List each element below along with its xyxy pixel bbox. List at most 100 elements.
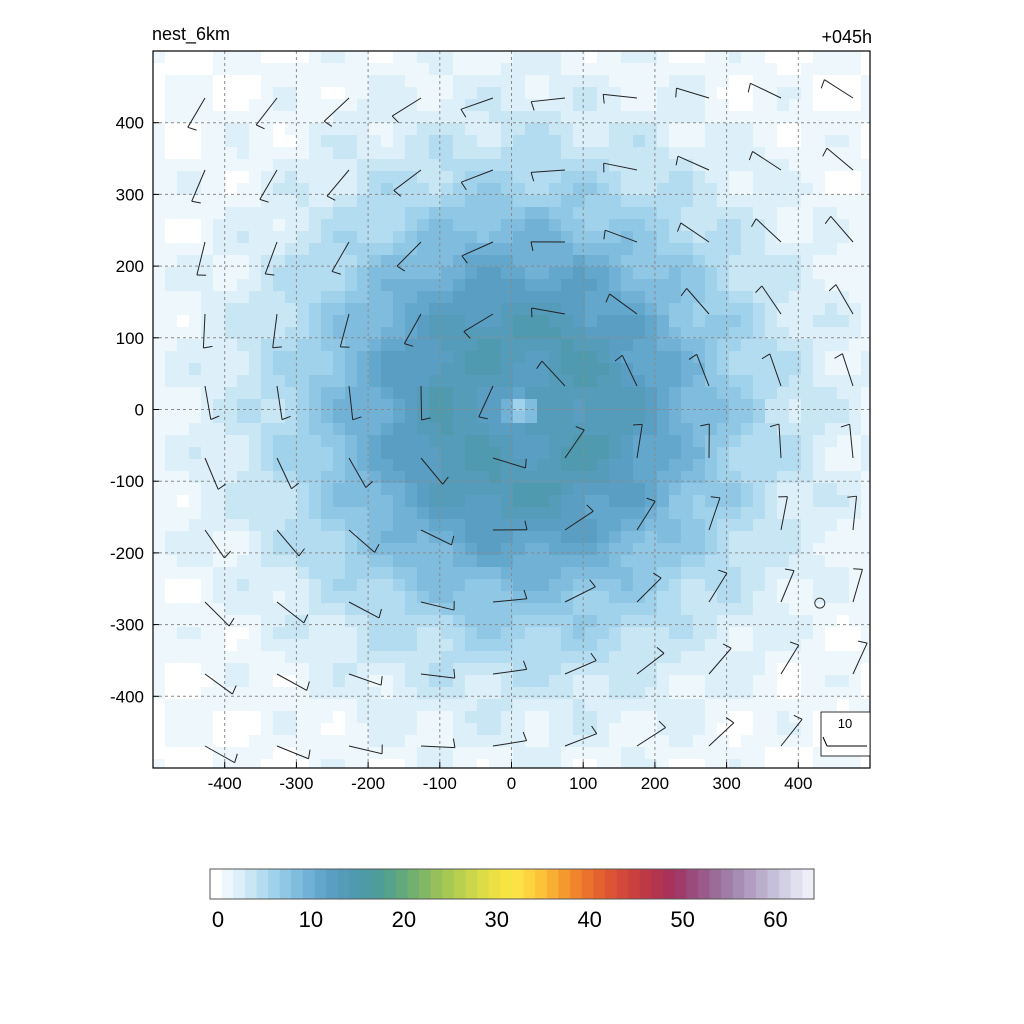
field-cell <box>393 219 406 232</box>
colorbar-swatch <box>314 869 327 899</box>
field-cell <box>657 531 670 544</box>
field-cell <box>285 711 298 724</box>
field-cell <box>273 303 286 316</box>
field-cell <box>153 747 166 760</box>
field-cell <box>525 315 538 328</box>
field-cell <box>597 75 610 88</box>
field-cell <box>225 435 238 448</box>
field-cell <box>417 663 430 676</box>
field-cell <box>537 531 550 544</box>
field-cell <box>489 327 502 340</box>
field-cell <box>249 675 262 688</box>
field-cell <box>561 315 574 328</box>
field-cell <box>669 699 682 712</box>
field-cell <box>453 531 466 544</box>
field-cell <box>369 567 382 580</box>
field-cell <box>381 231 394 244</box>
field-cell <box>729 495 742 508</box>
field-cell <box>789 243 802 256</box>
field-cell <box>405 135 418 148</box>
field-cell <box>849 519 862 532</box>
field-cell <box>837 579 850 592</box>
field-cell <box>285 63 298 76</box>
field-cell <box>201 231 214 244</box>
field-cell <box>765 567 778 580</box>
field-cell <box>429 423 442 436</box>
field-cell <box>621 651 634 664</box>
field-cell <box>765 303 778 316</box>
field-cell <box>561 351 574 364</box>
field-cell <box>453 651 466 664</box>
field-cell <box>333 171 346 184</box>
field-cell <box>813 303 826 316</box>
field-cell <box>429 363 442 376</box>
field-cell <box>333 63 346 76</box>
field-cell <box>681 339 694 352</box>
field-cell <box>285 363 298 376</box>
field-cell <box>405 507 418 520</box>
field-cell <box>813 687 826 700</box>
field-cell <box>225 219 238 232</box>
field-cell <box>441 435 454 448</box>
field-cell <box>765 699 778 712</box>
field-cell <box>393 639 406 652</box>
field-cell <box>381 135 394 148</box>
field-cell <box>549 63 562 76</box>
field-cell <box>249 147 262 160</box>
field-cell <box>333 675 346 688</box>
field-cell <box>513 375 526 388</box>
field-cell <box>297 231 310 244</box>
field-cell <box>729 555 742 568</box>
colorbar-frame <box>209 868 815 900</box>
field-cell <box>321 651 334 664</box>
field-cell <box>645 735 658 748</box>
field-cell <box>717 351 730 364</box>
field-cell <box>417 735 430 748</box>
wind-barb <box>636 572 662 603</box>
wind-barb <box>780 714 803 747</box>
field-cell <box>261 363 274 376</box>
field-cell <box>669 447 682 460</box>
field-cell <box>201 219 214 232</box>
field-cell <box>813 675 826 688</box>
field-cell <box>309 447 322 460</box>
field-cell <box>861 123 870 136</box>
field-cell <box>465 543 478 556</box>
field-cell <box>777 747 790 760</box>
field-cell <box>801 543 814 556</box>
field-cell <box>225 543 238 556</box>
field-cell <box>585 267 598 280</box>
field-cell <box>657 603 670 616</box>
field-cell <box>813 627 826 640</box>
field-cell <box>261 135 274 148</box>
field-cell <box>249 75 262 88</box>
field-cell <box>549 495 562 508</box>
field-cell <box>501 219 514 232</box>
field-cell <box>441 171 454 184</box>
field-cell <box>669 207 682 220</box>
field-cell <box>357 555 370 568</box>
wind-barb <box>676 222 710 243</box>
field-cell <box>573 495 586 508</box>
field-cell <box>297 675 310 688</box>
field-cell <box>585 615 598 628</box>
field-cell <box>837 267 850 280</box>
field-cell <box>237 99 250 112</box>
field-cell <box>549 123 562 136</box>
field-cell <box>861 351 870 364</box>
field-cell <box>669 399 682 412</box>
field-cell <box>801 195 814 208</box>
field-cell <box>861 375 870 388</box>
field-cell <box>753 63 766 76</box>
field-cell <box>573 195 586 208</box>
field-cell <box>345 507 358 520</box>
field-cell <box>789 495 802 508</box>
field-cell <box>609 219 622 232</box>
field-cell <box>357 75 370 88</box>
field-cell <box>297 195 310 208</box>
field-cell <box>585 459 598 472</box>
wind-barb <box>708 643 732 675</box>
field-cell <box>705 171 718 184</box>
field-cell <box>681 291 694 304</box>
field-cell <box>273 495 286 508</box>
